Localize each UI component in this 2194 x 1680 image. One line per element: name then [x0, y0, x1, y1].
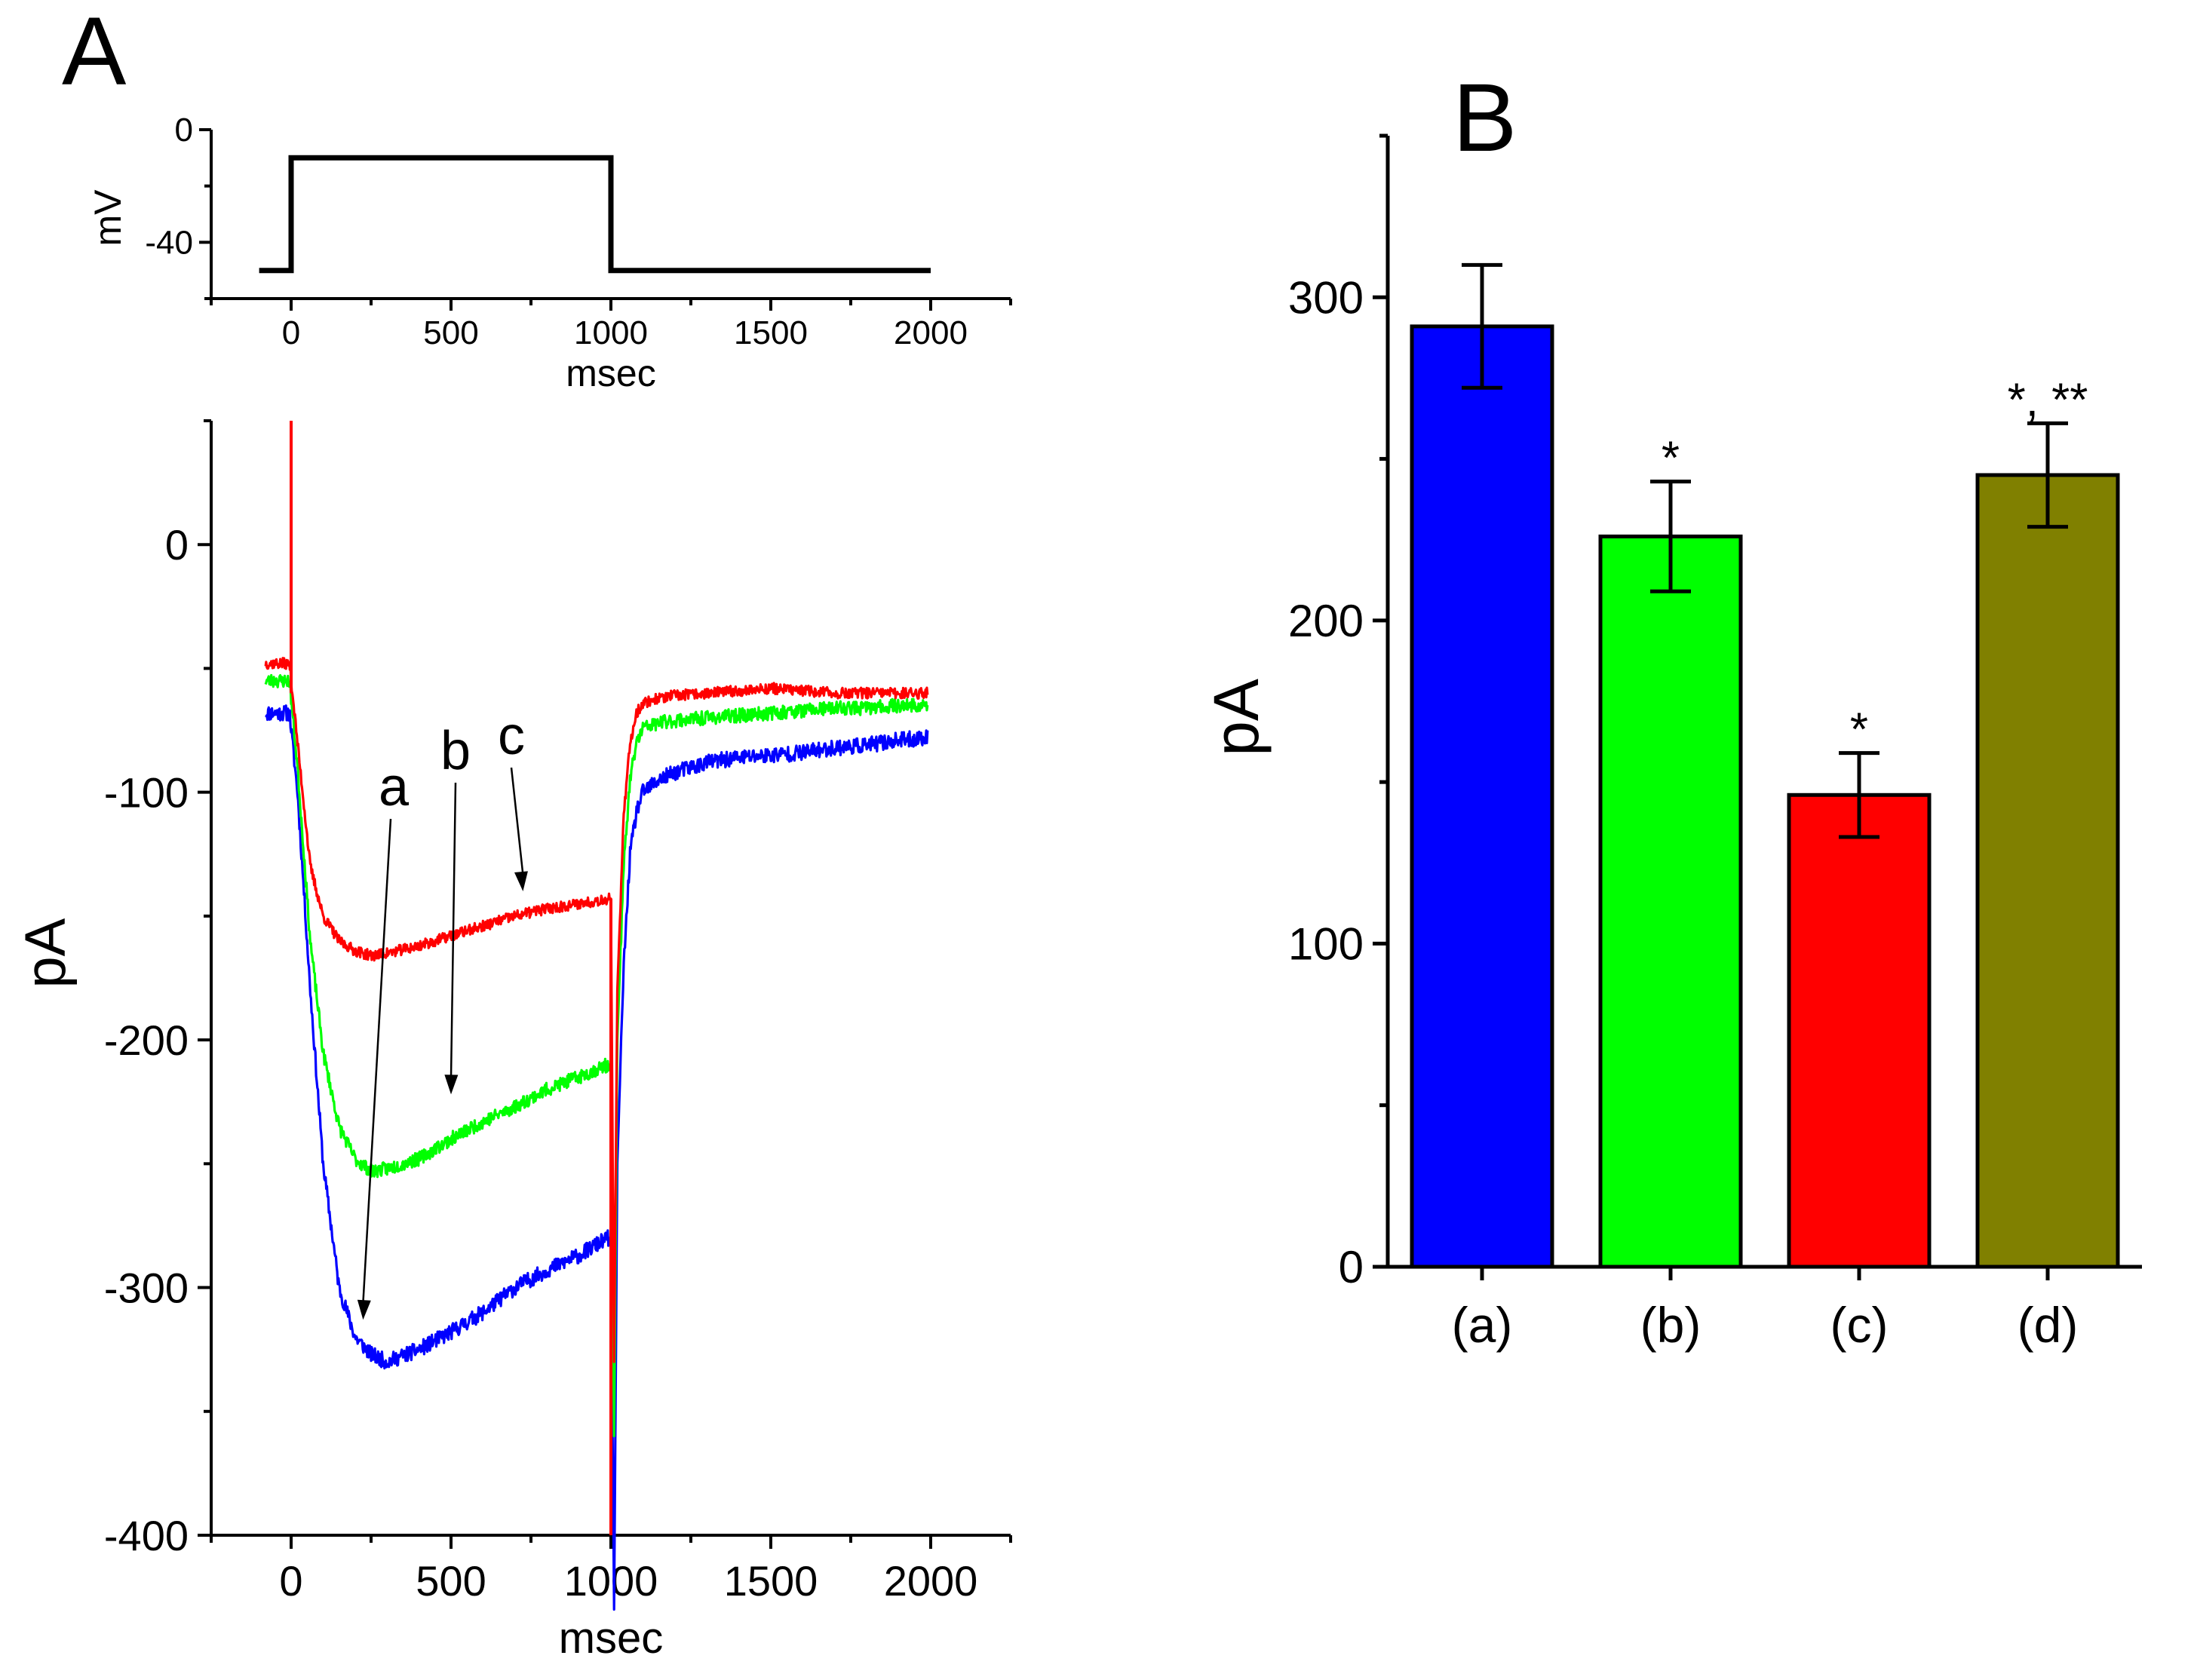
significance-marker-2: * [1850, 704, 1868, 756]
series-c-trace [264, 657, 929, 1363]
y-tick-label: 0 [165, 521, 189, 569]
annotation-arrow-b [450, 782, 457, 1078]
bar-1 [1598, 534, 1743, 1269]
x-tick-label: 0 [282, 314, 300, 351]
y-tick-label: 0 [175, 112, 193, 149]
y-tick-label: -100 [104, 769, 189, 817]
annotation-label-a: a [379, 757, 410, 817]
significance-marker-3: *, ** [2008, 374, 2088, 426]
current-traces-chart: 0 500 1000 1500 2000 0 -100 -200 -300 -400 msec pA a… [14, 419, 1012, 1663]
y-tick-label: 300 [1288, 272, 1364, 323]
annotation-arrowhead-a [357, 1299, 371, 1320]
bar-0 [1410, 324, 1554, 1269]
bar-2 [1787, 792, 1932, 1269]
x-tick-label: 1000 [574, 314, 648, 351]
annotation-arrowhead-c [514, 871, 528, 892]
y-tick-label: 0 [1339, 1242, 1364, 1292]
panel-label-a: A [62, 0, 127, 106]
y-tick-label: -300 [104, 1265, 189, 1312]
category-label: (c) [1830, 1297, 1889, 1353]
y-axis-label: mV [87, 189, 129, 247]
x-tick-label: 0 [279, 1557, 302, 1605]
annotation-label-c: c [498, 706, 525, 766]
x-tick-label: 2000 [884, 1557, 978, 1605]
annotation-arrow-a [362, 818, 392, 1304]
voltage-protocol-chart: 0 500 1000 1500 2000 0 -40 msec mV [87, 112, 1012, 394]
y-axis-label: pA [1201, 679, 1272, 756]
y-tick-label: -200 [104, 1016, 189, 1064]
bar-summary-chart: 0 100 200 300 pA (a) (b) * (c) * (d) *, ** [1201, 133, 2142, 1353]
category-label: (b) [1640, 1297, 1702, 1353]
y-tick-label: -400 [104, 1512, 189, 1559]
y-tick-label: 100 [1288, 918, 1364, 969]
category-label: (a) [1452, 1297, 1513, 1353]
annotation-arrowhead-b [444, 1075, 459, 1095]
x-tick-label: 1500 [734, 314, 808, 351]
category-label: (d) [2018, 1297, 2079, 1353]
y-tick-label: -40 [145, 224, 193, 261]
x-axis-label: msec [566, 352, 655, 394]
x-tick-label: 1000 [564, 1557, 658, 1605]
x-tick-label: 2000 [894, 314, 968, 351]
panel-label-b: B [1453, 64, 1517, 172]
x-axis-label: msec [559, 1614, 664, 1663]
significance-marker-1: * [1662, 433, 1680, 485]
x-tick-label: 500 [423, 314, 478, 351]
x-tick-label: 1500 [724, 1557, 818, 1605]
series-command-line [259, 155, 931, 274]
y-axis-label: pA [14, 918, 78, 988]
annotation-arrow-c [510, 767, 524, 875]
annotation-label-b: b [440, 721, 471, 781]
series-b-trace [264, 673, 929, 1438]
series-a-trace [265, 704, 929, 1611]
bar-3 [1975, 473, 2120, 1269]
x-tick-label: 500 [416, 1557, 486, 1605]
y-tick-label: 200 [1288, 596, 1364, 646]
